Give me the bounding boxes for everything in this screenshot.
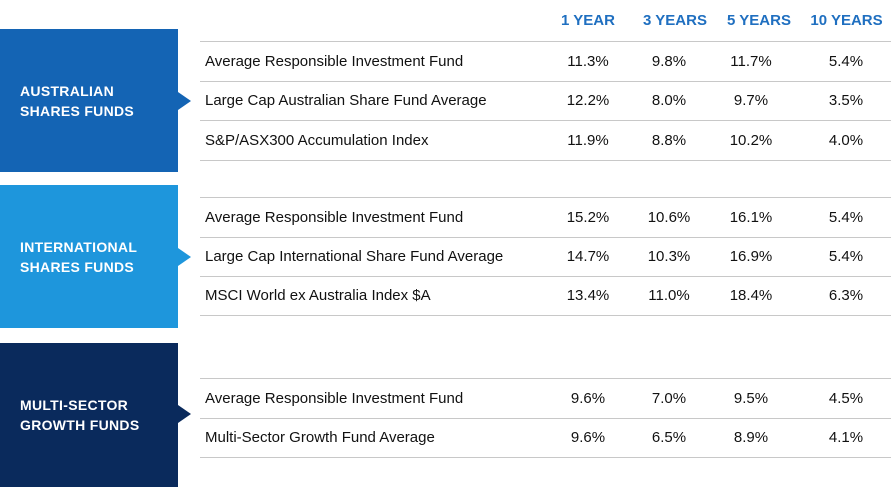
table-row: Large Cap Australian Share Fund Average …	[200, 81, 891, 121]
value-5-years: 10.2%	[729, 132, 773, 149]
value-10-years: 6.3%	[828, 287, 864, 304]
panel-label-line: SHARES FUNDS	[20, 259, 135, 275]
value-3-years: 9.8%	[651, 53, 687, 70]
value-1-year: 11.9%	[567, 132, 609, 149]
value-3-years: 6.5%	[651, 429, 687, 446]
value-1-year: 9.6%	[570, 390, 606, 407]
fund-name: Average Responsible Investment Fund	[205, 209, 464, 226]
value-10-years: 5.4%	[828, 209, 864, 226]
value-1-year: 11.3%	[567, 53, 609, 70]
column-header-1-year: 1 YEAR	[561, 12, 615, 29]
fund-name: Multi-Sector Growth Fund Average	[205, 429, 435, 446]
australian-shares-panel: AUSTRALIAN SHARES FUNDS	[0, 29, 191, 172]
value-5-years: 9.7%	[733, 92, 769, 109]
value-3-years: 11.0%	[648, 287, 690, 304]
value-10-years: 3.5%	[828, 92, 864, 109]
table-row: Average Responsible Investment Fund 11.3…	[200, 41, 891, 82]
value-5-years: 16.9%	[729, 248, 773, 265]
value-3-years: 10.6%	[647, 209, 691, 226]
value-5-years: 16.1%	[729, 209, 773, 226]
value-3-years: 8.0%	[651, 92, 687, 109]
table-row: MSCI World ex Australia Index $A 13.4% 1…	[200, 276, 891, 316]
fund-name: Large Cap Australian Share Fund Average	[205, 92, 487, 109]
column-header-5-years: 5 YEARS	[727, 12, 791, 29]
table-row: Large Cap International Share Fund Avera…	[200, 237, 891, 277]
value-10-years: 4.0%	[828, 132, 864, 149]
panel-label-line: MULTI-SECTOR	[20, 397, 129, 413]
table-row: S&P/ASX300 Accumulation Index 11.9% 8.8%…	[200, 121, 891, 161]
table-row: Multi-Sector Growth Fund Average 9.6% 6.…	[200, 418, 891, 458]
value-5-years: 18.4%	[729, 287, 773, 304]
column-header-3-years: 3 YEARS	[643, 12, 707, 29]
fund-name: Large Cap International Share Fund Avera…	[205, 248, 504, 265]
table-row: Average Responsible Investment Fund 9.6%…	[200, 378, 891, 419]
fund-name: S&P/ASX300 Accumulation Index	[205, 132, 429, 149]
panel-label-line: SHARES FUNDS	[20, 103, 135, 119]
value-1-year: 13.4%	[566, 287, 610, 304]
fund-name: MSCI World ex Australia Index $A	[205, 287, 431, 304]
panel-pointer-icon	[178, 92, 191, 110]
value-10-years: 5.4%	[828, 248, 864, 265]
panel-label-line: GROWTH FUNDS	[20, 417, 140, 433]
value-1-year: 14.7%	[566, 248, 610, 265]
panel-pointer-icon	[178, 248, 191, 266]
value-5-years: 11.7%	[730, 53, 772, 70]
value-1-year: 9.6%	[570, 429, 606, 446]
value-5-years: 9.5%	[733, 390, 769, 407]
value-5-years: 8.9%	[733, 429, 769, 446]
table-row: Average Responsible Investment Fund 15.2…	[200, 197, 891, 238]
panel-pointer-icon	[178, 405, 191, 423]
value-10-years: 4.5%	[828, 390, 864, 407]
value-3-years: 10.3%	[647, 248, 691, 265]
value-1-year: 12.2%	[566, 92, 610, 109]
value-1-year: 15.2%	[566, 209, 610, 226]
value-10-years: 4.1%	[828, 429, 864, 446]
panel-label-line: AUSTRALIAN	[20, 83, 114, 99]
value-3-years: 7.0%	[651, 390, 687, 407]
international-shares-panel: INTERNATIONAL SHARES FUNDS	[0, 185, 191, 328]
panel-label-line: INTERNATIONAL	[20, 239, 138, 255]
value-3-years: 8.8%	[651, 132, 687, 149]
column-header-10-years: 10 YEARS	[810, 12, 883, 29]
fund-name: Average Responsible Investment Fund	[205, 53, 464, 70]
value-10-years: 5.4%	[828, 53, 864, 70]
multi-sector-growth-panel: MULTI-SECTOR GROWTH FUNDS	[0, 343, 191, 487]
fund-name: Average Responsible Investment Fund	[205, 390, 464, 407]
